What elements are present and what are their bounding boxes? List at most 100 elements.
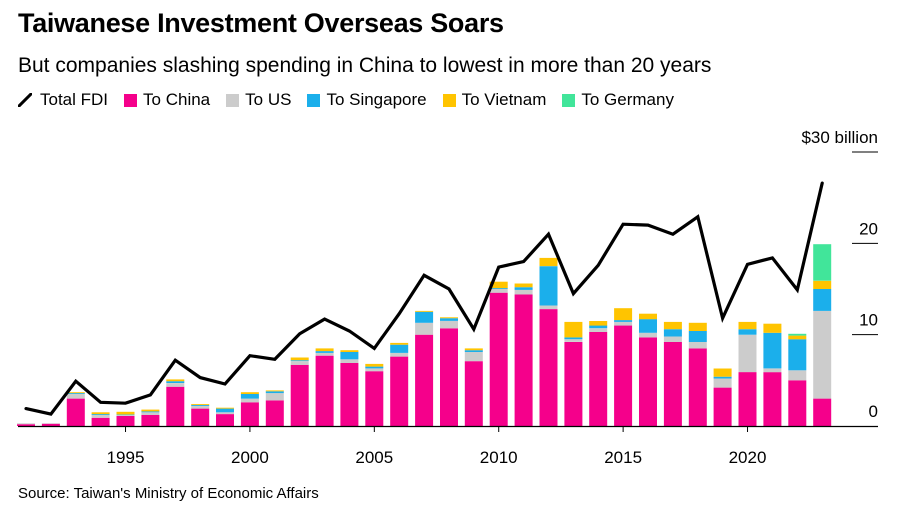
bar-segment [763,332,782,369]
bar-segment [340,350,359,352]
x-tick-label: 2005 [355,448,393,467]
bar-segment [663,336,682,342]
bar-segment [315,352,334,356]
legend-label: Total FDI [40,90,109,109]
bar-segment [340,363,359,426]
bar-segment [440,321,458,329]
legend-swatch [442,93,456,107]
bar-segment [738,321,757,330]
bar-segment [116,415,135,416]
bar-segment [539,309,558,426]
x-tick-label: 1995 [107,448,145,467]
bar-segment [141,409,160,412]
bar-segment [265,391,284,394]
bar-segment [639,337,657,426]
bar-segment [390,342,409,345]
bar-segment [713,387,732,426]
legend-swatch [562,93,576,107]
bar-segment [290,361,309,365]
bar-segment [564,342,583,426]
bar-segment [216,414,234,426]
bar-segment [116,416,135,426]
bar-segment [788,339,807,371]
bar-segment [191,405,210,406]
bar-segment [539,257,558,267]
bar-segment [216,408,234,413]
bar-segment [788,335,807,340]
y-tick-label: 10 [859,311,878,330]
bar-segment [66,393,85,394]
bar-segment [290,357,309,361]
bar-segment [216,407,234,409]
bar-segment [564,321,583,338]
bar-segment [315,351,334,353]
bar-segment [464,348,483,351]
bar-segment [464,352,483,362]
bar-segment [489,292,508,426]
bar-segment [813,280,832,289]
bar-segment [166,379,185,382]
legend-item-total-fdi: Total FDI [18,90,108,110]
bar-segment [713,368,732,377]
bar-segment [166,383,185,387]
legend-swatch [124,93,138,107]
bar-segment [66,398,85,426]
legend-label: To Vietnam [461,90,547,109]
bar-segment [514,289,533,295]
bar-segment [489,289,508,293]
bar-segment [763,323,782,333]
legend-item-vietnam: To Vietnam [442,90,547,110]
bar-segment [240,392,259,394]
bar-segment [813,289,832,311]
bar-segment [216,412,234,415]
bar-segment [365,368,384,372]
legend: Total FDI To China To US To Singapore To… [18,89,690,111]
bar-segment [663,321,682,330]
legend-item-china: To China [124,90,210,110]
bar-segment [390,344,409,353]
bar-segment [663,329,682,337]
bar-segment [66,392,85,394]
bar-segment [415,310,434,312]
legend-label: To China [143,90,211,109]
bar-segment [240,398,259,403]
legend-item-germany: To Germany [562,90,674,110]
bar-segment [688,331,707,342]
bar-segment [564,339,583,342]
bar-segment [91,415,110,418]
bar-segment [813,310,832,399]
bar-segment [614,321,633,326]
bar-segment [639,332,657,338]
bar-segment [514,294,533,426]
bar-segment [141,415,160,426]
bar-segment [539,266,558,306]
bar-segment [464,361,483,426]
bar-segment [763,372,782,426]
bar-segment [91,412,110,415]
bar-segment [116,414,135,416]
bar-segment [240,394,259,399]
bar-segment [763,368,782,373]
bar-segment [365,363,384,367]
bar-segment [589,325,608,329]
bar-segment [813,398,832,426]
bar-segment [265,393,284,401]
bar-segment [489,281,508,289]
bar-segment [738,329,757,335]
bar-segment [17,423,35,425]
chart-title: Taiwanese Investment Overseas Soars [18,8,504,38]
bar-segment [166,386,185,426]
bar-segment [340,359,359,363]
bar-segment [688,348,707,426]
bar-segment [240,402,259,426]
bar-segment [813,244,832,281]
bar-segment [390,356,409,426]
bar-segment [738,334,757,373]
legend-item-us: To US [226,90,291,110]
y-tick-label: 0 [869,402,878,421]
bar-segment [315,348,334,352]
source-note: Source: Taiwan's Ministry of Economic Af… [18,485,319,502]
bar-segment [589,321,608,326]
bar-segment [788,333,807,336]
